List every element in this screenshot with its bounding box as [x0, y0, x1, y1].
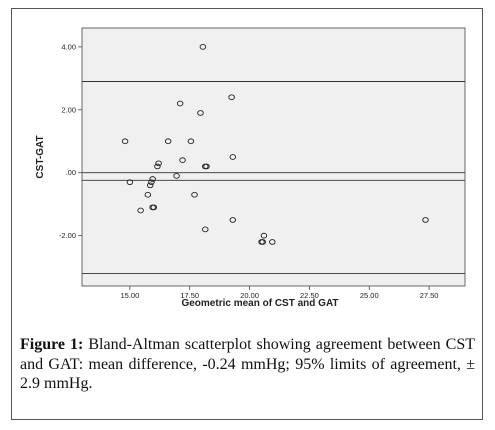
data-point — [228, 94, 235, 101]
data-point — [197, 110, 204, 116]
data-point — [176, 100, 184, 107]
y-tick-label: 2.00 — [61, 105, 76, 114]
bland-altman-chart: 15.00 17.50 20.00 22.50 25.00 27.50 4.00 2.00.… — [35, 27, 466, 309]
y-tick-label: .00 — [66, 168, 76, 177]
data-point — [203, 163, 210, 170]
data-point — [155, 160, 162, 167]
x-tick-label: 25.00 — [360, 291, 379, 300]
data-point — [191, 191, 198, 198]
data-point — [269, 239, 276, 245]
x-tick-label: 22.50 — [300, 291, 319, 300]
data-point — [229, 154, 237, 160]
data-point — [179, 157, 186, 163]
x-tick-label: 17.50 — [180, 291, 199, 300]
data-point — [149, 176, 156, 182]
data-point — [137, 207, 144, 214]
data-point — [164, 138, 172, 145]
y-tick-label: 4.00 — [61, 42, 76, 51]
data-point — [144, 191, 152, 198]
data-point — [229, 217, 237, 223]
data-point — [259, 239, 266, 245]
data-point — [126, 179, 134, 186]
data-point — [146, 182, 154, 189]
y-tick-label: -2.00 — [59, 231, 76, 240]
data-point — [154, 163, 161, 170]
data-point — [173, 173, 180, 179]
caption-text: Bland-Altman scatterplot showing agreeme… — [20, 336, 475, 392]
y-axis-label: CST-GAT — [35, 135, 46, 178]
data-point — [199, 44, 207, 50]
data-point — [187, 138, 195, 145]
x-tick-label: 15.00 — [120, 291, 139, 300]
x-tick-label: 20.00 — [240, 291, 259, 300]
plot-area — [81, 27, 466, 287]
data-point — [422, 217, 429, 223]
data-point — [202, 226, 209, 233]
data-point — [260, 232, 268, 239]
data-point — [148, 179, 155, 186]
data-point — [121, 138, 129, 145]
figure-caption: Figure 1: Bland-Altman scatterplot showi… — [20, 335, 475, 394]
data-point — [150, 204, 158, 211]
x-tick-label: 27.50 — [420, 291, 439, 300]
caption-label: Figure 1: — [20, 336, 84, 353]
x-axis-label: Geometric mean of CST and GAT — [181, 298, 338, 309]
